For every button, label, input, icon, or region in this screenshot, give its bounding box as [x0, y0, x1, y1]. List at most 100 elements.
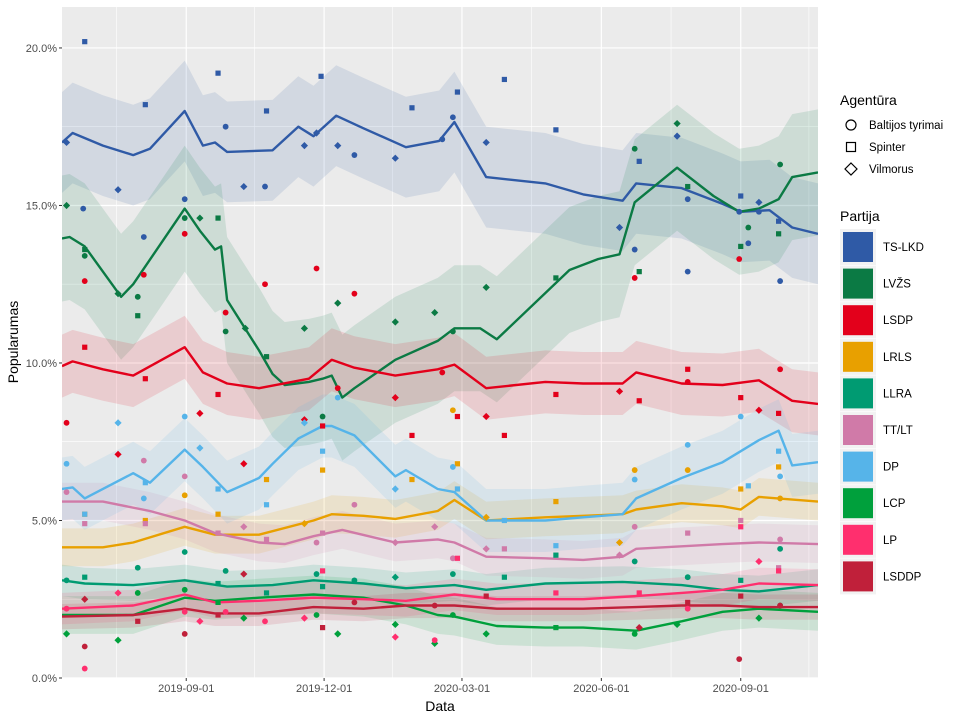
point-dp	[684, 441, 691, 448]
point-lv-s	[241, 324, 249, 332]
x-tick-label: 2020-06-01	[573, 683, 629, 695]
legend-party-title: Partija	[840, 208, 880, 224]
legend-swatch-dp	[843, 451, 873, 482]
point-ts-lkd	[82, 39, 88, 45]
point-dp	[631, 476, 638, 483]
point-ts-lkd	[391, 154, 399, 162]
point-ts-lkd	[454, 89, 461, 95]
point-ts-lkd	[636, 158, 642, 164]
point-ts-lkd	[240, 182, 248, 191]
point-lsdp	[615, 387, 624, 395]
point-tt-lt	[82, 521, 88, 527]
legend-swatch-llra	[843, 378, 873, 409]
point-lsdp	[501, 432, 507, 439]
point-lsdp	[553, 391, 559, 398]
legend-label-baltijos-tyrimai: Baltijos tyrimai	[869, 120, 943, 132]
point-lp	[81, 665, 88, 672]
trend-line-lv-s	[62, 166, 818, 399]
trend-line-lsddp	[62, 604, 818, 618]
point-ts-lkd	[140, 234, 147, 240]
point-ts-lkd	[80, 205, 87, 212]
point-tt-lt	[482, 545, 490, 553]
point-lv-s	[334, 299, 342, 307]
point-dp	[501, 517, 507, 524]
point-tt-lt	[738, 517, 744, 524]
point-lv-s	[181, 215, 188, 221]
point-lv-s	[196, 214, 204, 222]
point-lcp	[334, 630, 342, 638]
point-lp	[63, 605, 70, 612]
point-lsdp	[777, 366, 784, 373]
point-dp	[334, 394, 341, 401]
point-llra	[313, 571, 320, 577]
point-lv-s	[738, 243, 744, 250]
point-lp	[553, 590, 559, 596]
point-dp	[319, 448, 326, 454]
y-tick-label: 10.0%	[26, 358, 57, 370]
point-lsdp	[738, 395, 744, 401]
point-lp	[300, 614, 309, 622]
point-lrls	[319, 467, 326, 473]
point-lsddp	[240, 570, 248, 578]
point-lsddp	[81, 643, 88, 650]
point-tt-lt	[313, 539, 320, 546]
point-lsdp	[409, 432, 415, 439]
point-lsddp	[431, 602, 438, 609]
point-llra	[391, 573, 399, 581]
legend-label-dp: DP	[883, 462, 899, 474]
point-dp	[391, 485, 399, 493]
point-tt-lt	[215, 530, 221, 536]
point-tt-lt	[263, 536, 270, 542]
point-lv-s	[673, 119, 681, 128]
point-lp	[391, 633, 399, 641]
point-dp	[142, 480, 148, 486]
point-lcp	[391, 620, 399, 629]
point-lrls	[263, 476, 270, 483]
point-lcp	[114, 636, 122, 644]
point-lrls	[181, 492, 188, 499]
point-llra	[82, 574, 88, 580]
trend-line-llra	[62, 579, 818, 593]
point-ts-lkd	[262, 183, 268, 190]
point-lv-s	[482, 283, 490, 291]
y-tick-label: 15.0%	[26, 200, 57, 212]
point-lsddp	[319, 624, 326, 631]
point-lv-s	[776, 231, 782, 237]
point-lv-s	[135, 313, 141, 319]
point-lv-s	[134, 293, 141, 300]
point-lsdp	[454, 413, 461, 420]
point-lsdp	[684, 378, 691, 385]
point-ts-lkd	[553, 127, 559, 133]
point-lsdp	[222, 309, 229, 316]
trend-line-lrls	[62, 495, 818, 549]
point-lsdp	[114, 450, 122, 458]
legend-agency-title: Agentūra	[840, 92, 897, 108]
point-llra	[134, 564, 141, 571]
point-lv-s	[82, 246, 88, 253]
point-tt-lt	[140, 457, 147, 464]
x-tick-label: 2020-09-01	[713, 683, 769, 695]
point-tt-lt	[142, 521, 148, 527]
point-ts-lkd	[482, 138, 490, 147]
legend-label-spinter: Spinter	[869, 142, 906, 154]
trend-line-dp	[62, 424, 818, 522]
point-lp	[222, 608, 229, 615]
legend-label-llra: LLRA	[883, 388, 912, 400]
point-lcp	[62, 630, 71, 638]
point-lv-s	[319, 413, 326, 420]
point-dp	[181, 413, 188, 420]
point-lsdp	[776, 410, 782, 416]
point-ts-lkd	[631, 246, 638, 253]
point-lrls	[449, 407, 456, 414]
point-lp	[181, 608, 188, 615]
trend-line-tt-lt	[62, 500, 818, 562]
point-lp	[196, 617, 204, 625]
point-lrls	[409, 476, 415, 483]
point-tt-lt	[431, 523, 439, 531]
point-lp	[114, 589, 122, 597]
point-ts-lkd	[114, 186, 122, 194]
point-lrls	[215, 511, 221, 517]
point-tt-lt	[351, 501, 358, 508]
point-ts-lkd	[745, 240, 752, 247]
